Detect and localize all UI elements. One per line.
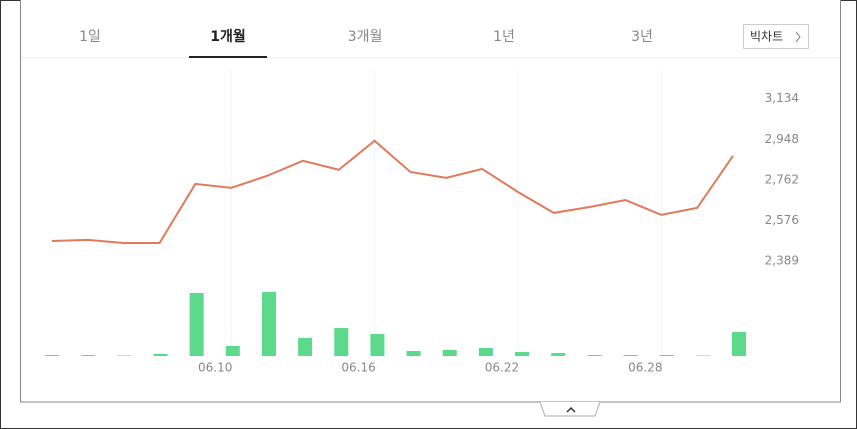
panel — [20, 0, 841, 403]
volume-bar — [551, 353, 566, 356]
volume-bar — [695, 355, 710, 356]
y-tick-label: 2,576 — [765, 213, 799, 227]
volume-bar — [298, 338, 313, 356]
button[interactable]: 빅차트 — [743, 24, 809, 49]
chevron — [795, 31, 801, 43]
volume-bar — [515, 352, 530, 356]
x-tick-label: 06.22 — [485, 361, 519, 375]
x-tick-label: 06.16 — [341, 361, 375, 375]
volume-bar — [225, 346, 240, 356]
volume-bar — [153, 354, 168, 356]
tab[interactable]: 1년 — [493, 29, 515, 45]
button-label[interactable]: 빅차트 — [750, 30, 783, 44]
volume-bar — [189, 293, 204, 356]
volume-bar — [587, 355, 602, 356]
volume-bar — [623, 355, 638, 356]
y-tick-label: 3,134 — [765, 91, 799, 105]
volume-bar — [370, 334, 385, 356]
volume-bar — [406, 351, 421, 356]
y-tick-label: 2,948 — [765, 132, 799, 146]
volume-bar — [478, 348, 493, 356]
volume-bar — [659, 355, 674, 356]
y-tick-label: 2,762 — [765, 172, 799, 186]
volume-bar — [117, 355, 132, 356]
volume-bar — [261, 292, 276, 356]
tab[interactable]: 3년 — [631, 29, 653, 45]
x-tick-label: 06.28 — [628, 361, 662, 375]
volume-bar — [334, 328, 349, 356]
tab[interactable]: 3개월 — [348, 29, 383, 45]
volume-bar — [732, 332, 746, 356]
price-line — [51, 139, 734, 244]
volume-bar — [81, 355, 96, 356]
volume-bar — [442, 350, 457, 356]
tab[interactable]: 1일 — [79, 29, 101, 45]
y-tick-label: 2,389 — [765, 254, 799, 268]
tab[interactable]: 1개월 — [210, 28, 246, 45]
collapse-icon — [566, 406, 576, 413]
button-box[interactable] — [743, 24, 809, 49]
x-tick-label: 06.10 — [198, 361, 232, 375]
volume-bar — [45, 355, 59, 356]
